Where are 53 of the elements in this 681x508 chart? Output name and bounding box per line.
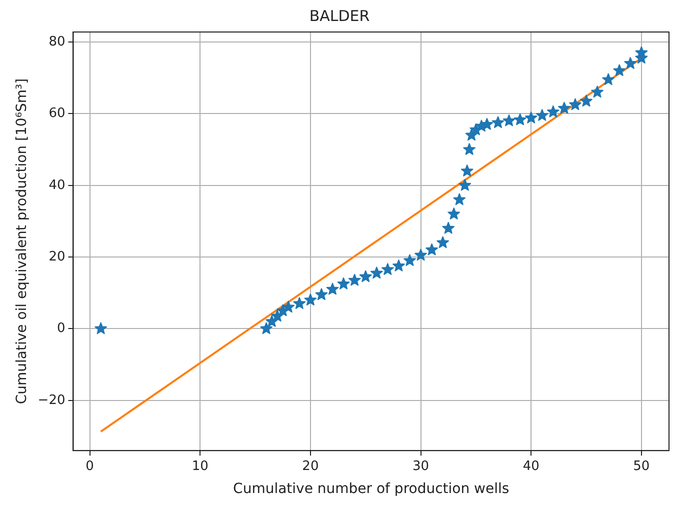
point xyxy=(458,178,472,191)
point xyxy=(514,113,526,126)
point xyxy=(392,260,405,272)
x-tick-label: 40 xyxy=(522,458,540,474)
chart-title: BALDER xyxy=(309,6,370,25)
point xyxy=(359,270,372,282)
point xyxy=(266,315,278,327)
point xyxy=(348,274,361,286)
y-tick-label: 80 xyxy=(48,34,66,50)
point xyxy=(536,109,548,121)
point xyxy=(569,98,582,110)
point xyxy=(414,248,427,261)
point xyxy=(463,143,476,155)
point xyxy=(94,322,108,334)
point xyxy=(558,102,570,114)
point xyxy=(293,297,306,310)
point xyxy=(591,86,604,98)
point xyxy=(492,116,504,128)
y-tick-label: 60 xyxy=(48,106,66,122)
y-tick-label: −20 xyxy=(38,392,66,408)
point xyxy=(602,73,615,86)
point xyxy=(460,164,474,176)
point xyxy=(546,105,560,118)
x-tick-label: 20 xyxy=(302,458,319,474)
x-tick-label: 30 xyxy=(412,458,430,474)
y-tick-label: 20 xyxy=(48,249,66,264)
point xyxy=(613,64,626,76)
point xyxy=(315,288,328,300)
y-tick-label: 0 xyxy=(56,321,66,336)
point xyxy=(337,277,350,290)
point xyxy=(326,282,339,295)
point xyxy=(580,94,592,107)
y-tick-label: 40 xyxy=(48,178,66,193)
x-tick-label: 0 xyxy=(86,458,94,474)
point xyxy=(436,236,450,248)
point xyxy=(448,208,460,220)
point xyxy=(370,266,383,279)
point xyxy=(271,310,284,322)
point xyxy=(453,193,466,206)
point xyxy=(260,322,273,334)
point xyxy=(524,112,538,124)
point xyxy=(282,300,295,313)
point xyxy=(442,222,455,234)
point xyxy=(426,243,438,256)
point xyxy=(624,57,637,69)
point xyxy=(404,254,416,266)
point xyxy=(304,294,317,306)
point xyxy=(381,263,394,275)
x-tick-label: 10 xyxy=(192,458,208,474)
point xyxy=(502,114,516,126)
x-tick-label: 50 xyxy=(633,458,650,474)
y-axis-title: Cumulative oil equivalent production [10⁶Sm³] xyxy=(14,78,30,404)
x-axis-title: Cumulative number of production wells xyxy=(233,481,510,498)
